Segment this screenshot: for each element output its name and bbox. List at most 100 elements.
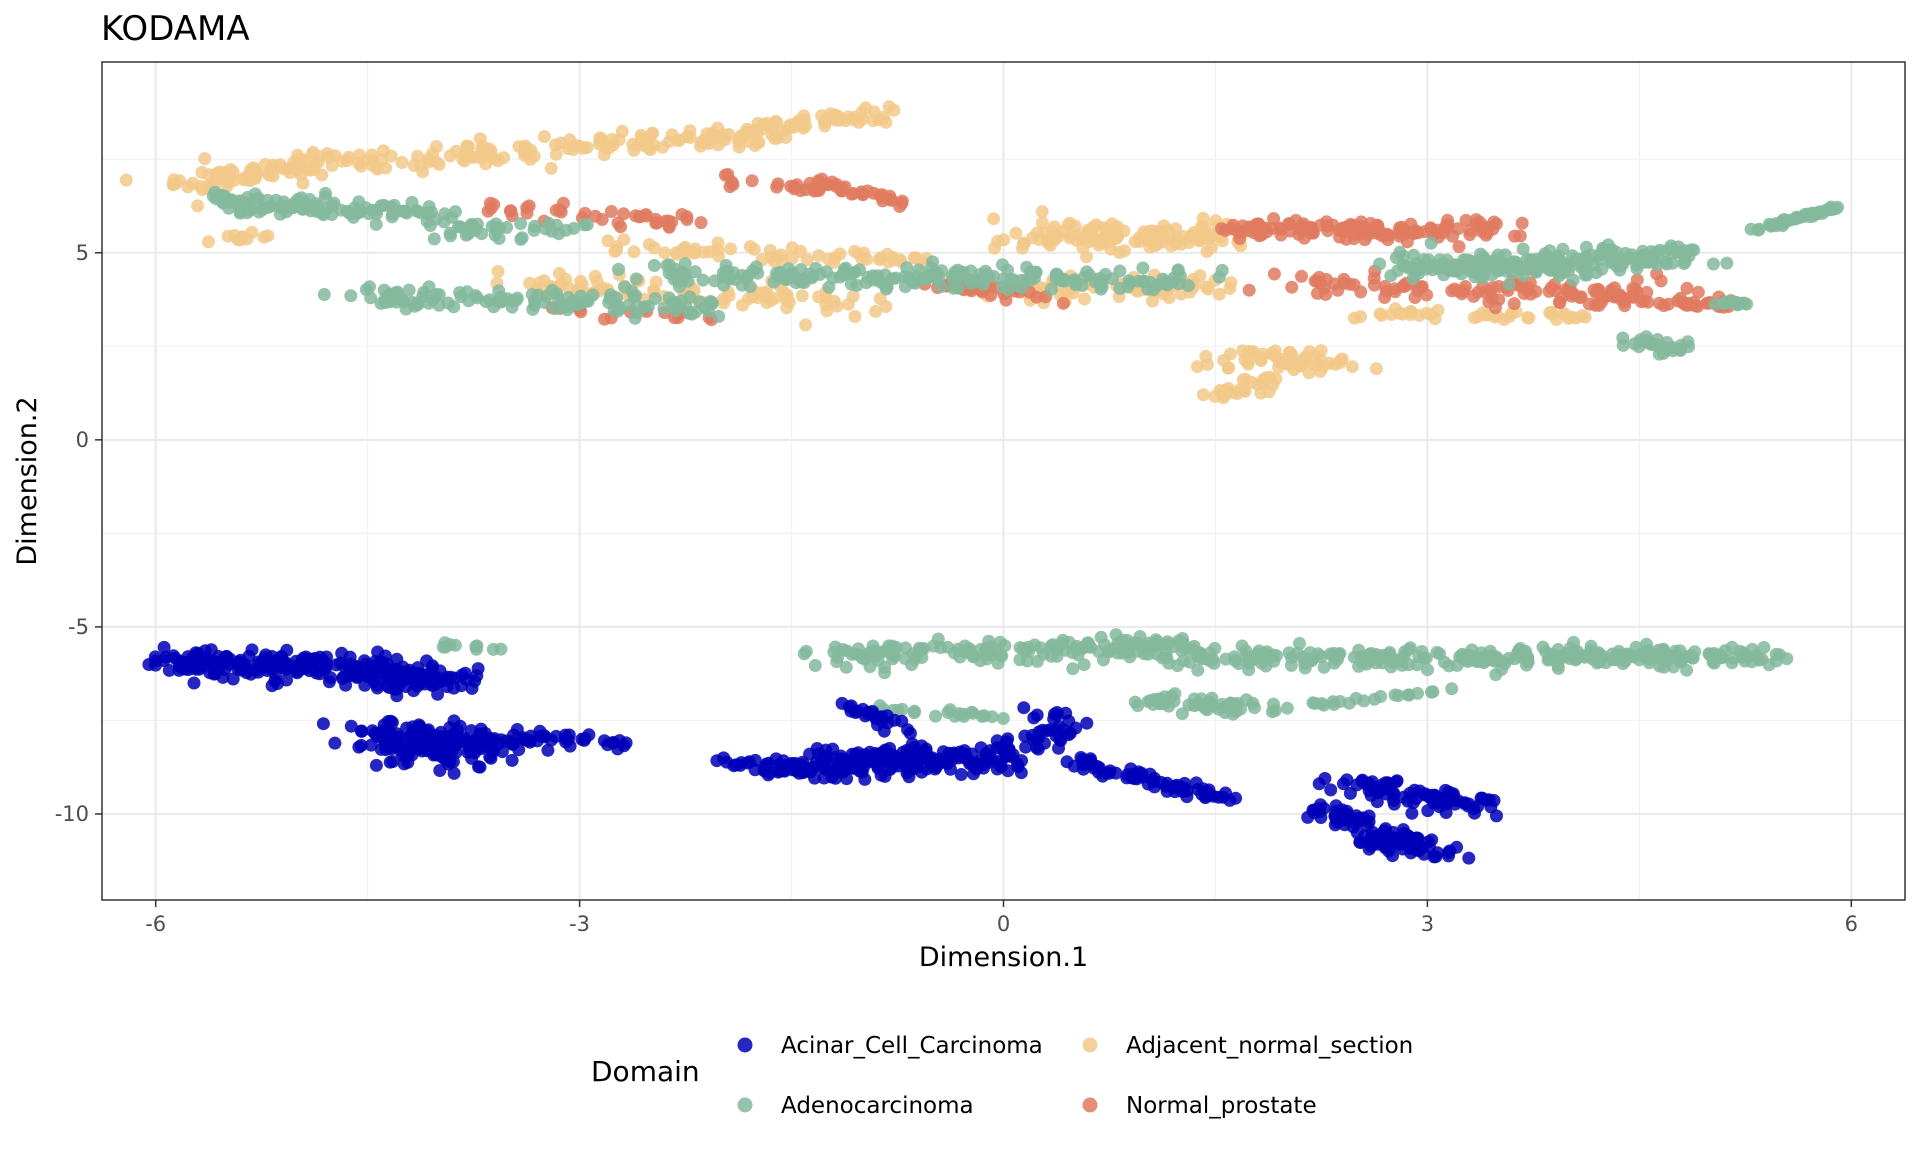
data-point	[750, 136, 764, 150]
data-point	[1233, 383, 1247, 397]
data-point	[434, 675, 447, 688]
data-point	[796, 765, 810, 778]
data-point	[1691, 285, 1705, 299]
data-point	[832, 110, 846, 124]
data-point	[1632, 653, 1646, 667]
data-point	[1463, 224, 1477, 237]
data-point	[1289, 213, 1303, 227]
data-point	[203, 654, 217, 668]
data-point	[967, 767, 980, 781]
data-point	[1218, 224, 1232, 237]
data-point	[1066, 662, 1080, 676]
data-point	[1378, 279, 1392, 293]
data-point	[996, 712, 1010, 725]
data-point	[1015, 273, 1029, 287]
data-point	[1516, 242, 1530, 256]
data-point	[871, 752, 884, 766]
data-point	[947, 281, 961, 295]
data-point	[592, 137, 606, 151]
data-point	[368, 726, 382, 740]
data-point	[1688, 645, 1702, 659]
data-point	[1673, 342, 1687, 356]
data-point	[1392, 306, 1406, 320]
data-point	[613, 302, 626, 316]
data-point	[1235, 225, 1249, 239]
data-point	[181, 663, 195, 676]
series-Adjacent_normal_section	[119, 100, 1592, 405]
data-point	[1617, 295, 1631, 309]
data-point	[492, 284, 506, 298]
data-point	[455, 668, 469, 682]
data-point	[318, 190, 332, 204]
data-point	[747, 242, 761, 256]
data-point	[665, 215, 679, 229]
data-point	[1350, 826, 1364, 840]
data-point	[618, 280, 631, 294]
data-point	[629, 289, 643, 303]
data-point	[980, 652, 994, 666]
data-point	[1212, 287, 1226, 301]
data-point	[1084, 752, 1097, 766]
data-point	[369, 758, 383, 772]
data-point	[831, 650, 845, 664]
data-point	[1541, 653, 1555, 667]
data-point	[1239, 693, 1253, 707]
data-point	[1027, 711, 1041, 725]
data-point	[1428, 312, 1442, 326]
data-point	[447, 766, 461, 780]
data-point	[1424, 236, 1438, 250]
data-point	[1201, 696, 1215, 710]
data-point	[878, 743, 892, 757]
data-point	[550, 287, 564, 301]
data-point	[1050, 708, 1064, 722]
data-point	[468, 674, 482, 688]
data-point	[678, 257, 692, 271]
data-point	[1142, 234, 1156, 248]
data-point	[422, 152, 436, 166]
data-point	[1078, 292, 1091, 306]
data-point	[426, 293, 440, 307]
data-point	[1680, 281, 1694, 295]
data-point	[1143, 767, 1157, 781]
data-point	[1515, 216, 1529, 230]
y-tick-label: 5	[76, 241, 89, 265]
data-point	[850, 278, 864, 292]
data-point	[1049, 272, 1063, 286]
data-point	[1467, 311, 1481, 325]
data-point	[794, 244, 807, 258]
data-point	[544, 161, 558, 175]
data-point	[1267, 212, 1281, 226]
data-point	[1141, 647, 1155, 661]
data-point	[218, 663, 232, 677]
data-point	[280, 643, 294, 657]
data-point	[1566, 273, 1580, 287]
data-point	[405, 195, 419, 209]
data-point	[1061, 218, 1075, 232]
data-point	[683, 124, 697, 138]
data-point	[497, 151, 511, 165]
legend-label: Acinar_Cell_Carcinoma	[781, 1033, 1043, 1059]
data-point	[792, 116, 805, 130]
data-point	[1554, 262, 1568, 276]
data-point	[192, 662, 206, 676]
data-point	[1589, 286, 1603, 300]
data-point	[839, 660, 853, 674]
data-point	[612, 133, 626, 147]
legend: Domain Acinar_Cell_Carcinoma Adjacent_nor…	[591, 1033, 1413, 1119]
data-point	[1708, 297, 1722, 311]
data-point	[874, 251, 888, 265]
data-point	[995, 649, 1009, 663]
data-point	[1586, 652, 1599, 666]
data-point	[851, 642, 865, 656]
data-point	[820, 751, 834, 765]
data-point	[226, 672, 240, 686]
data-point	[606, 736, 620, 750]
data-point	[202, 235, 215, 249]
legend-label: Adenocarcinoma	[781, 1093, 974, 1119]
data-point	[1080, 250, 1093, 264]
data-point	[1415, 841, 1429, 855]
data-point	[1769, 647, 1783, 661]
data-point	[1150, 634, 1164, 648]
data-point	[306, 145, 320, 159]
data-point	[1726, 295, 1740, 309]
